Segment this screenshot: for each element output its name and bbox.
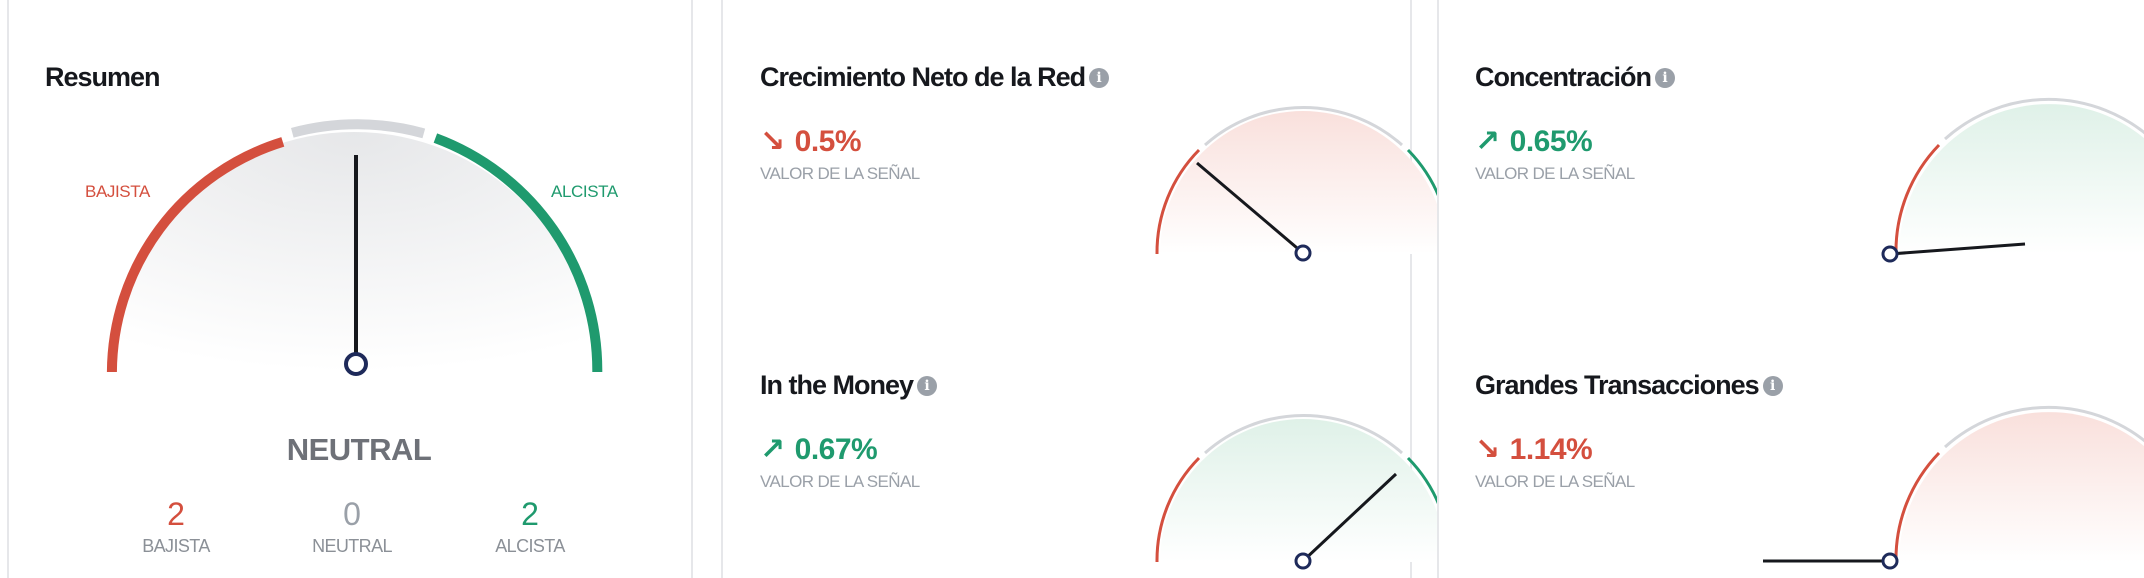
info-icon[interactable]: i — [917, 375, 938, 396]
concentration-gauge-needle — [1889, 242, 2026, 256]
arrow-down-right-icon: ↘ — [760, 125, 785, 158]
concentration-title-text: Concentración — [1475, 62, 1652, 92]
in-the-money-gauge-bear-arc — [1155, 456, 1201, 563]
indicators-card-right: Concentración i ↗ 0.65% VALOR DE LA SEÑA… — [1437, 0, 2144, 578]
summary-count-bearish: 2 BAJISTA — [96, 496, 256, 557]
count-value: 2 — [167, 496, 185, 532]
net-growth-value-label: VALOR DE LA SEÑAL — [760, 164, 920, 183]
net-growth-gauge-fill — [1160, 111, 1446, 254]
net-growth-gauge-neutral-arc — [1204, 105, 1403, 147]
in-the-money-value: 0.67% — [794, 432, 878, 466]
summary-right-label: ALCISTA — [551, 182, 618, 201]
concentration-title: Concentración i — [1475, 62, 1676, 93]
large-transactions-value: 1.14% — [1509, 432, 1593, 466]
in-the-money-gauge — [1155, 413, 1452, 570]
net-growth-signal: ↘ 0.5% — [760, 124, 862, 159]
concentration-value-label: VALOR DE LA SEÑAL — [1475, 164, 1635, 183]
count-label: NEUTRAL — [312, 536, 392, 556]
net-growth-value: 0.5% — [794, 124, 862, 158]
summary-card: Resumen BAJISTA ALCISTA NEUTRAL 2 BAJIST… — [7, 0, 693, 578]
info-icon[interactable]: i — [1762, 375, 1783, 396]
large-transactions-value-label: VALOR DE LA SEÑAL — [1475, 472, 1635, 491]
in-the-money-gauge-pivot — [1294, 552, 1312, 570]
in-the-money-title-text: In the Money — [760, 370, 914, 400]
large-transactions-gauge-fill — [1899, 412, 2144, 562]
summary-title-text: Resumen — [45, 62, 161, 92]
summary-verdict: NEUTRAL — [286, 432, 432, 467]
in-the-money-title: In the Money i — [760, 370, 938, 401]
summary-gauge-bull-arc — [433, 133, 603, 373]
concentration-gauge-bear-arc — [1894, 143, 1941, 255]
count-value: 2 — [521, 496, 539, 532]
net-growth-title: Crecimiento Neto de la Red i — [760, 62, 1110, 93]
count-label: ALCISTA — [495, 536, 565, 556]
arrow-up-right-icon: ↗ — [760, 433, 785, 466]
count-label: BAJISTA — [142, 536, 210, 556]
concentration-gauge-fill — [1899, 104, 2144, 254]
net-growth-gauge-bear-arc — [1155, 148, 1201, 255]
arrow-up-right-icon: ↗ — [1475, 125, 1500, 158]
in-the-money-value-label: VALOR DE LA SEÑAL — [760, 472, 920, 491]
large-transactions-signal: ↘ 1.14% — [1475, 432, 1593, 467]
in-the-money-signal: ↗ 0.67% — [760, 432, 878, 467]
summary-title: Resumen — [45, 62, 161, 93]
summary-gauge-neutral-arc — [291, 119, 426, 139]
summary-gauge-pivot — [344, 352, 368, 376]
in-the-money-gauge-neutral-arc — [1204, 413, 1403, 455]
summary-count-bullish: 2 ALCISTA — [450, 496, 610, 557]
in-the-money-gauge-needle — [1301, 472, 1398, 563]
info-icon[interactable]: i — [1089, 67, 1110, 88]
indicators-card-middle: Crecimiento Neto de la Red i ↘ 0.5% VALO… — [721, 0, 1452, 578]
concentration-value: 0.65% — [1509, 124, 1593, 158]
summary-left-label: BAJISTA — [85, 182, 150, 201]
large-transactions-gauge — [1763, 405, 2144, 570]
net-growth-gauge-pivot — [1294, 244, 1312, 262]
summary-gauge — [106, 119, 603, 376]
concentration-gauge — [1881, 97, 2144, 263]
summary-count-neutral: 0 NEUTRAL — [272, 496, 432, 557]
net-growth-gauge-needle — [1196, 161, 1304, 255]
large-transactions-gauge-pivot — [1881, 552, 1899, 570]
large-transactions-title-text: Grandes Transacciones — [1475, 370, 1760, 400]
count-value: 0 — [343, 496, 361, 532]
large-transactions-gauge-bear-arc — [1894, 451, 1941, 563]
concentration-gauge-neutral-arc — [1943, 97, 2144, 141]
summary-gauge-bear-arc — [106, 137, 285, 373]
concentration-gauge-pivot — [1881, 245, 1899, 263]
large-transactions-title: Grandes Transacciones i — [1475, 370, 1783, 401]
large-transactions-gauge-neutral-arc — [1943, 405, 2144, 449]
arrow-down-right-icon: ↘ — [1475, 433, 1500, 466]
concentration-signal: ↗ 0.65% — [1475, 124, 1593, 159]
in-the-money-gauge-fill — [1160, 419, 1446, 562]
net-growth-title-text: Crecimiento Neto de la Red — [760, 62, 1086, 92]
info-icon[interactable]: i — [1655, 67, 1676, 88]
